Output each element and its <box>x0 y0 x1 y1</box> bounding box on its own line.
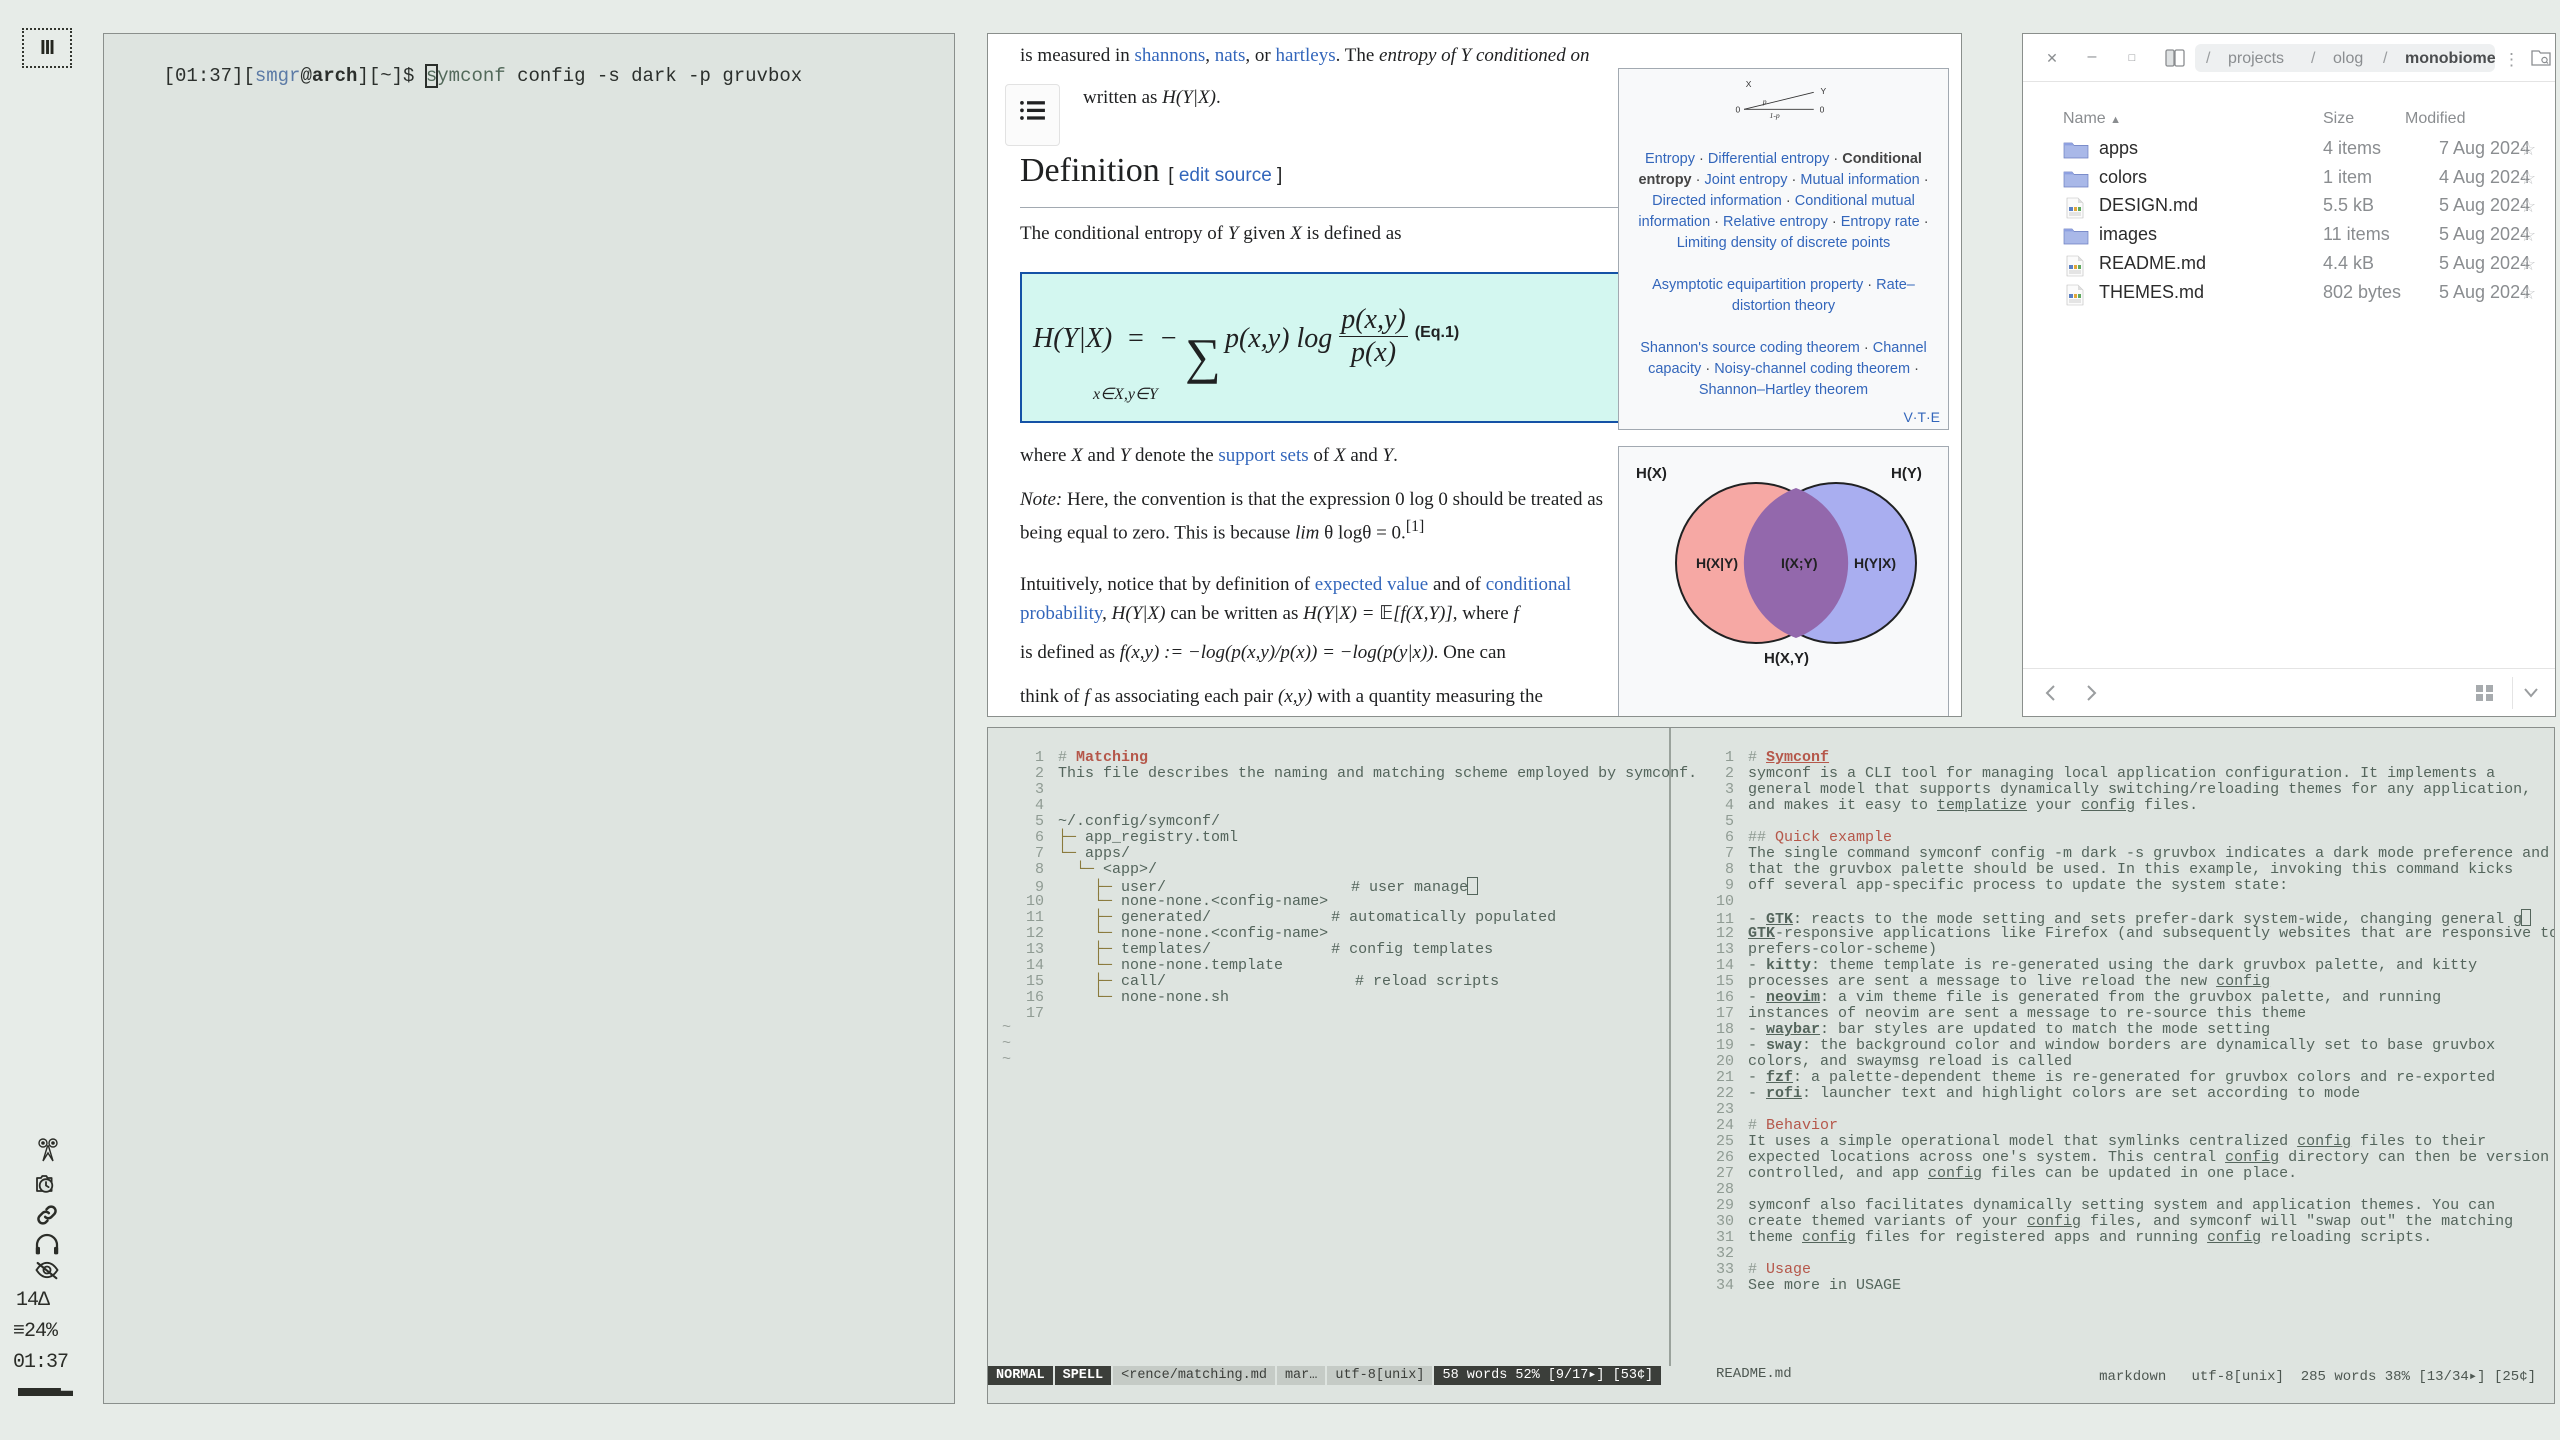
svg-text:Y: Y <box>1820 86 1826 96</box>
svg-text:H(Y): H(Y) <box>1891 465 1922 482</box>
svg-text:H(Y|X): H(Y|X) <box>1854 555 1896 571</box>
svg-text:H(X): H(X) <box>1636 465 1667 482</box>
svg-text:p: p <box>1761 97 1766 106</box>
svg-text:I(X;Y): I(X;Y) <box>1781 555 1818 571</box>
svg-text:1-p: 1-p <box>1769 111 1779 120</box>
svg-text:H(X,Y): H(X,Y) <box>1764 650 1809 667</box>
svg-text:0: 0 <box>1819 105 1824 115</box>
svg-text:X: X <box>1745 79 1751 89</box>
svg-text:0: 0 <box>1735 105 1740 115</box>
svg-text:H(X|Y): H(X|Y) <box>1696 555 1738 571</box>
